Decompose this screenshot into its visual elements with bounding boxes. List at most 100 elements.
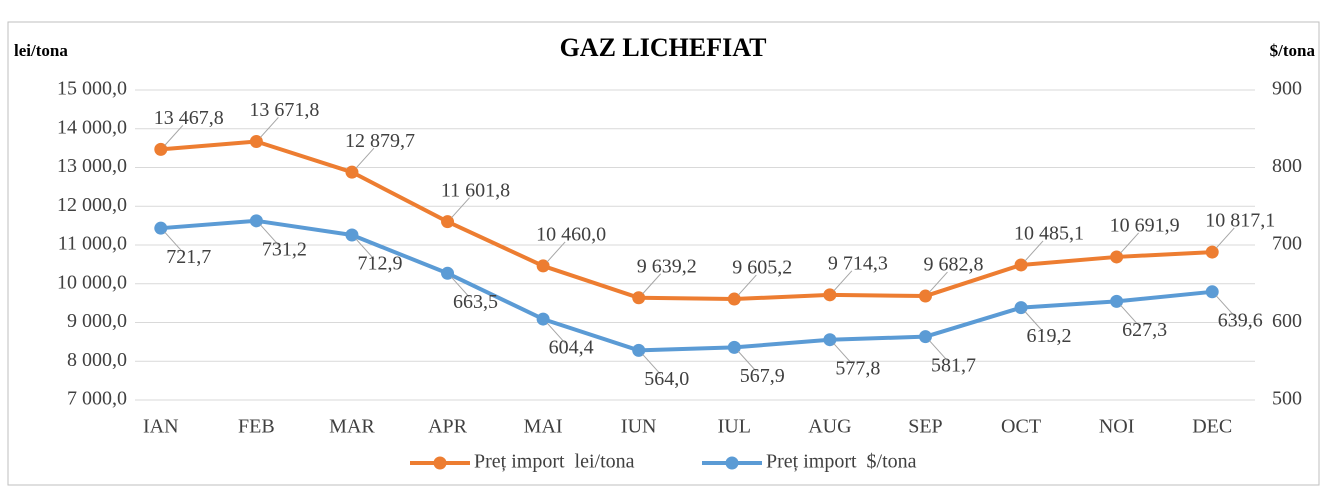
data-label: 9 714,3 <box>828 252 888 274</box>
y-tick-label: 9 000,0 <box>67 310 127 332</box>
x-tick-label: SEP <box>908 416 942 438</box>
point-marker <box>249 214 263 228</box>
data-label: 639,6 <box>1218 309 1263 331</box>
point-marker <box>727 292 741 306</box>
point-marker <box>1205 245 1219 259</box>
leader-line <box>164 231 184 253</box>
point-marker <box>1110 250 1124 264</box>
x-tick-label: MAR <box>329 416 375 438</box>
data-label: 712,9 <box>357 253 402 275</box>
leader-line <box>1215 295 1235 317</box>
x-tick-label: IUL <box>718 416 751 438</box>
point-marker <box>1205 285 1219 299</box>
data-label: 663,5 <box>453 291 498 313</box>
data-label: 9 605,2 <box>732 257 792 279</box>
leader-line <box>1120 232 1139 254</box>
y2-tick-label: 800 <box>1272 155 1302 177</box>
point-marker <box>823 333 837 347</box>
point-marker <box>536 259 550 273</box>
point-marker <box>249 134 263 148</box>
point-marker <box>536 312 550 326</box>
data-label: 11 601,8 <box>441 179 510 201</box>
leader-line <box>737 274 757 296</box>
data-label: 567,9 <box>740 365 785 387</box>
y-tick-label: 12 000,0 <box>57 194 127 216</box>
y-tick-label: 11 000,0 <box>58 233 127 255</box>
y-tick-label: 13 000,0 <box>57 155 127 177</box>
data-label: 9 682,8 <box>923 254 983 276</box>
data-label: 604,4 <box>549 337 594 359</box>
leader-line <box>642 273 662 295</box>
leader-line <box>1024 311 1044 332</box>
x-tick-label: DEC <box>1192 416 1232 438</box>
point-marker <box>823 288 837 302</box>
data-label: 9 639,2 <box>637 255 697 277</box>
x-tick-label: OCT <box>1001 416 1041 438</box>
leader-line <box>833 270 853 292</box>
leader-line <box>737 351 757 372</box>
series-line <box>160 139 1213 302</box>
leader-line <box>1024 240 1044 262</box>
y2-tick-label: 700 <box>1272 233 1302 255</box>
leader-line <box>451 197 470 219</box>
point-marker <box>345 228 359 242</box>
leader-line <box>642 354 662 375</box>
x-tick-label: IUN <box>621 416 657 438</box>
data-label: 10 460,0 <box>536 224 606 246</box>
data-label: 731,2 <box>262 238 307 260</box>
data-label: 10 817,1 <box>1205 210 1275 232</box>
leader-line <box>546 322 566 344</box>
y2-axis-label: $/tona <box>1270 41 1316 60</box>
data-label: 627,3 <box>1122 319 1167 341</box>
y-tick-label: 14 000,0 <box>57 116 127 138</box>
point-marker <box>1014 301 1028 315</box>
x-tick-label: FEB <box>238 416 275 438</box>
x-tick-label: AUG <box>808 416 851 438</box>
point-marker <box>441 266 455 280</box>
data-label: 721,7 <box>166 246 211 268</box>
data-label: 12 879,7 <box>345 130 415 152</box>
data-label: 10 691,9 <box>1110 215 1180 237</box>
point-marker <box>1014 258 1028 272</box>
leader-line <box>1120 305 1139 326</box>
legend-label: Preț import lei/tona <box>474 451 635 473</box>
y-axis-label: lei/tona <box>14 41 68 60</box>
legend-marker <box>725 456 739 470</box>
x-tick-label: MAI <box>524 416 563 438</box>
y-tick-label: 15 000,0 <box>57 78 127 100</box>
data-label: 13 467,8 <box>154 107 224 129</box>
point-marker <box>727 340 741 354</box>
data-label: 564,0 <box>644 368 689 390</box>
data-label: 10 485,1 <box>1014 223 1084 245</box>
data-label: 13 671,8 <box>249 99 319 121</box>
x-tick-label: APR <box>428 416 468 438</box>
point-marker <box>632 343 646 357</box>
point-marker <box>345 165 359 179</box>
point-marker <box>1110 294 1124 308</box>
chart-title: GAZ LICHEFIAT <box>560 33 767 62</box>
legend-label: Preț import $/tona <box>766 451 917 473</box>
leader-line <box>260 224 279 246</box>
leader-line <box>546 241 566 263</box>
data-label: 581,7 <box>931 354 976 376</box>
point-marker <box>441 215 455 229</box>
y2-tick-label: 600 <box>1272 310 1302 332</box>
point-marker <box>154 221 168 235</box>
leader-line <box>164 125 184 146</box>
y2-tick-label: 500 <box>1272 388 1302 410</box>
y-tick-label: 8 000,0 <box>67 349 127 371</box>
leader-line <box>451 276 470 298</box>
leader-line <box>1215 227 1235 249</box>
y2-tick-label: 900 <box>1272 78 1302 100</box>
leader-line <box>355 147 375 169</box>
series-line <box>160 218 1213 353</box>
leader-line <box>929 340 948 362</box>
point-marker <box>154 142 168 156</box>
data-label: 619,2 <box>1027 325 1072 347</box>
y-tick-label: 10 000,0 <box>57 271 127 293</box>
point-marker <box>918 330 932 344</box>
leader-line <box>929 271 948 293</box>
x-tick-label: IAN <box>143 416 179 438</box>
point-marker <box>632 291 646 305</box>
